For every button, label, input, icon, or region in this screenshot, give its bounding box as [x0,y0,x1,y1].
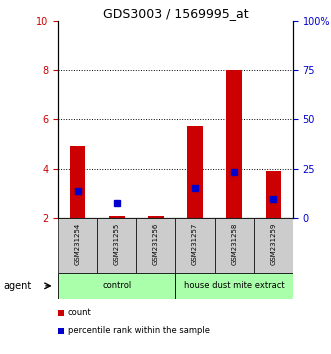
Text: GSM231257: GSM231257 [192,223,198,265]
Bar [58,218,97,273]
Bar [58,273,175,299]
Bar [265,171,281,218]
Title: GDS3003 / 1569995_at: GDS3003 / 1569995_at [103,7,248,20]
Bar [214,218,254,273]
Bar [148,217,164,218]
Text: control: control [102,281,131,290]
Bar [175,218,214,273]
Text: GSM231256: GSM231256 [153,223,159,265]
Text: GSM231258: GSM231258 [231,223,237,265]
Bar [175,273,293,299]
Bar [109,217,124,218]
Text: agent: agent [3,281,31,291]
Text: house dust mite extract: house dust mite extract [184,281,285,290]
Bar [187,126,203,218]
Text: count: count [68,308,92,317]
Text: GSM231254: GSM231254 [74,223,80,265]
Bar [58,328,64,334]
Text: GSM231259: GSM231259 [270,223,276,265]
Text: percentile rank within the sample: percentile rank within the sample [68,326,210,335]
Bar [136,218,175,273]
Bar [70,147,85,218]
Text: GSM231255: GSM231255 [114,223,120,265]
Bar [254,218,293,273]
Bar [97,218,136,273]
Bar [58,310,64,316]
Bar [226,70,242,218]
